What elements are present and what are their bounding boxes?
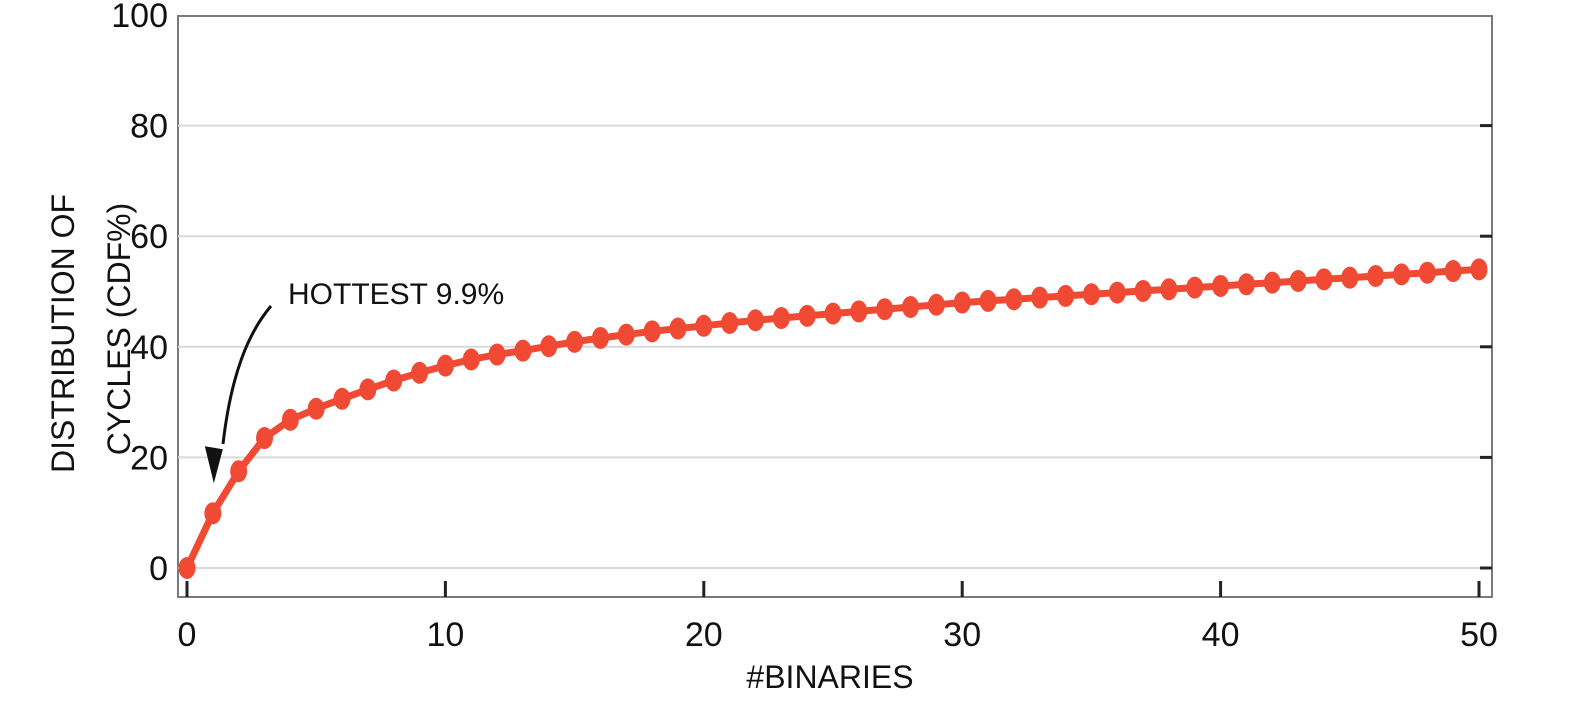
data-point-25 <box>824 302 842 325</box>
y-axis-title-line-2: CYCLES (CDF%) <box>101 203 137 455</box>
data-point-1 <box>204 502 222 525</box>
y-tick-label-60: 60 <box>130 218 168 256</box>
x-tick-label-20: 20 <box>685 616 723 654</box>
data-point-32 <box>1005 288 1023 311</box>
data-point-6 <box>333 387 351 410</box>
data-point-47 <box>1392 263 1410 286</box>
series-markers <box>178 258 1488 579</box>
annotation-label: HOTTEST 9.9% <box>288 278 504 311</box>
data-point-7 <box>359 378 377 401</box>
data-point-49 <box>1444 260 1462 283</box>
data-point-46 <box>1367 265 1385 288</box>
data-point-27 <box>876 298 894 321</box>
data-point-48 <box>1418 261 1436 284</box>
data-point-17 <box>617 323 635 346</box>
data-point-11 <box>462 348 480 371</box>
x-axis-title: #BINARIES <box>746 659 913 695</box>
data-point-38 <box>1160 278 1178 301</box>
data-point-45 <box>1341 266 1359 289</box>
data-point-35 <box>1082 283 1100 306</box>
data-point-43 <box>1289 269 1307 292</box>
data-point-30 <box>953 291 971 314</box>
data-point-13 <box>514 339 532 362</box>
data-point-10 <box>436 354 454 377</box>
data-point-44 <box>1315 268 1333 291</box>
data-point-14 <box>540 335 558 358</box>
data-point-3 <box>256 427 274 450</box>
y-tick-label-40: 40 <box>130 329 168 367</box>
data-point-18 <box>643 320 661 343</box>
data-point-39 <box>1186 276 1204 299</box>
data-point-33 <box>1031 286 1049 309</box>
y-tick-label-100: 100 <box>111 0 168 35</box>
grid-lines <box>178 124 1492 569</box>
data-point-31 <box>979 289 997 312</box>
data-point-29 <box>927 293 945 316</box>
axes <box>185 124 1492 597</box>
data-point-21 <box>721 312 739 335</box>
data-point-2 <box>230 460 248 483</box>
data-point-16 <box>591 326 609 349</box>
annotation-arrow <box>221 305 273 445</box>
y-tick-label-20: 20 <box>130 439 168 477</box>
annotation-arrowhead <box>204 446 223 484</box>
data-point-40 <box>1212 274 1230 297</box>
data-point-0 <box>178 557 196 579</box>
x-tick-label-0: 0 <box>178 616 197 654</box>
data-point-8 <box>385 369 403 392</box>
data-point-23 <box>772 307 790 330</box>
data-point-5 <box>307 397 325 420</box>
x-tick-label-40: 40 <box>1202 616 1240 654</box>
data-point-41 <box>1237 273 1255 296</box>
y-tick-label-0: 0 <box>149 550 168 588</box>
data-point-4 <box>281 408 299 431</box>
data-point-19 <box>669 317 687 340</box>
x-tick-label-30: 30 <box>943 616 981 654</box>
y-tick-labels: 0 20 40 60 80 100 <box>111 0 168 588</box>
data-point-42 <box>1263 271 1281 294</box>
data-point-36 <box>1108 281 1126 304</box>
data-point-9 <box>411 361 429 384</box>
x-tick-label-10: 10 <box>426 616 464 654</box>
data-point-15 <box>566 330 584 353</box>
data-point-20 <box>695 314 713 337</box>
data-point-12 <box>488 343 506 366</box>
data-point-34 <box>1057 284 1075 307</box>
y-axis-title-line-1: DISTRIBUTION OF <box>45 194 81 473</box>
data-point-37 <box>1134 279 1152 302</box>
x-tick-label-50: 50 <box>1460 616 1498 654</box>
y-axis-title: DISTRIBUTION OF CYCLES (CDF%) <box>45 185 137 473</box>
data-point-28 <box>902 295 920 318</box>
y-tick-label-80: 80 <box>130 108 168 146</box>
data-point-50 <box>1470 258 1488 281</box>
data-point-24 <box>798 304 816 327</box>
data-point-22 <box>746 309 764 332</box>
x-tick-labels: 0 10 20 30 40 50 <box>178 616 1498 654</box>
data-point-26 <box>850 300 868 323</box>
